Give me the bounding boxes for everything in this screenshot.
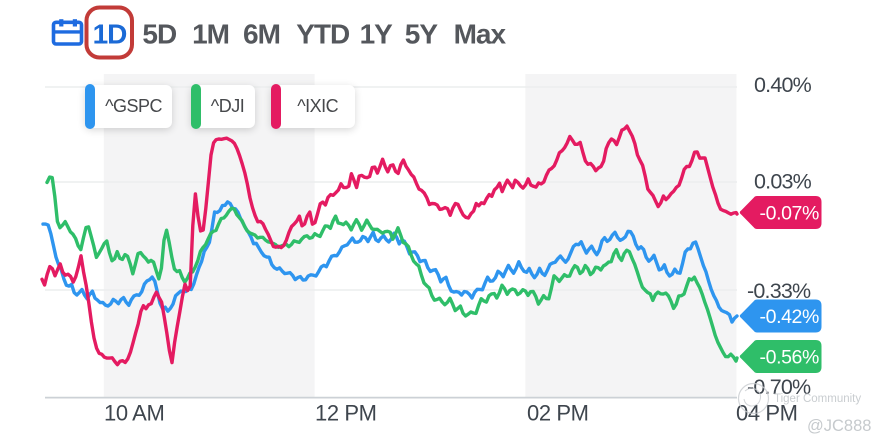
svg-text:6M: 6M <box>243 19 280 50</box>
svg-text:-0.56%: -0.56% <box>760 347 819 369</box>
svg-text:-0.42%: -0.42% <box>760 306 819 328</box>
svg-text:YTD: YTD <box>296 19 350 50</box>
svg-text:10 AM: 10 AM <box>104 401 164 426</box>
svg-text:-0.33%: -0.33% <box>747 279 811 303</box>
svg-text:@JC888: @JC888 <box>807 417 871 435</box>
svg-text:5Y: 5Y <box>405 19 439 50</box>
svg-text:1M: 1M <box>192 19 229 50</box>
svg-text:02 PM: 02 PM <box>527 401 589 426</box>
svg-text:0.03%: 0.03% <box>754 170 812 194</box>
svg-text:Max: Max <box>454 19 507 50</box>
svg-text:0.40%: 0.40% <box>754 73 812 97</box>
svg-text:-0.07%: -0.07% <box>760 203 819 225</box>
svg-text:1D: 1D <box>93 19 128 50</box>
svg-text:Tiger Community: Tiger Community <box>774 393 861 405</box>
svg-text:12 PM: 12 PM <box>315 401 377 426</box>
svg-text:-0.70%: -0.70% <box>747 375 811 399</box>
svg-text:5D: 5D <box>142 19 177 50</box>
svg-text:1Y: 1Y <box>360 19 394 50</box>
